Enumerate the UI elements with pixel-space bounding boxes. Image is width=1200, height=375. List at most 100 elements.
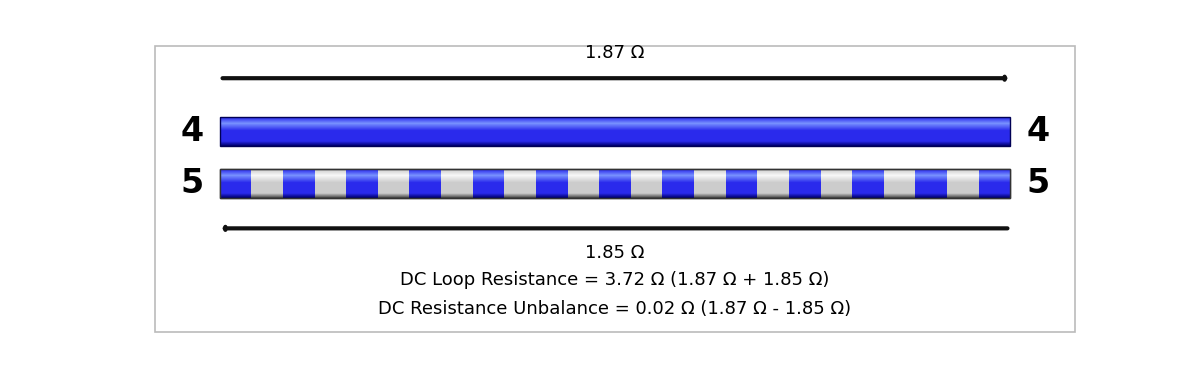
Bar: [852, 195, 883, 196]
Bar: [283, 194, 314, 195]
Bar: [473, 177, 504, 179]
Bar: [220, 176, 1010, 177]
Bar: [788, 181, 821, 183]
Bar: [409, 178, 442, 180]
Bar: [536, 181, 568, 183]
Bar: [347, 195, 378, 196]
Bar: [536, 176, 568, 177]
Bar: [220, 144, 1010, 145]
Bar: [220, 171, 1010, 173]
Bar: [979, 171, 1010, 172]
Bar: [979, 174, 1010, 176]
Bar: [662, 189, 694, 190]
Bar: [220, 192, 251, 193]
Bar: [536, 188, 568, 189]
Text: 5: 5: [180, 167, 204, 200]
Bar: [599, 181, 631, 183]
Bar: [726, 193, 757, 194]
Bar: [852, 180, 883, 182]
Bar: [852, 193, 883, 194]
Bar: [916, 178, 947, 180]
Bar: [726, 179, 757, 181]
Bar: [220, 170, 251, 171]
Bar: [536, 187, 568, 188]
Text: 4: 4: [1026, 115, 1050, 148]
Bar: [599, 196, 631, 198]
Bar: [662, 170, 694, 171]
Bar: [220, 192, 1010, 193]
Bar: [916, 194, 947, 195]
Bar: [599, 172, 631, 174]
Bar: [916, 186, 947, 188]
Bar: [852, 184, 883, 186]
Bar: [599, 191, 631, 192]
Bar: [220, 172, 251, 174]
Bar: [283, 195, 314, 197]
Bar: [473, 178, 504, 180]
Bar: [283, 181, 314, 183]
Bar: [662, 187, 694, 188]
Bar: [347, 176, 378, 177]
Bar: [599, 179, 631, 181]
Bar: [220, 184, 251, 186]
Bar: [599, 185, 631, 186]
Bar: [473, 186, 504, 188]
Bar: [662, 183, 694, 184]
Bar: [916, 189, 947, 190]
Bar: [726, 196, 757, 198]
Bar: [347, 187, 378, 188]
Bar: [662, 176, 694, 177]
Bar: [473, 171, 504, 173]
Bar: [220, 189, 251, 190]
Bar: [536, 193, 568, 194]
Bar: [473, 188, 504, 189]
Bar: [662, 190, 694, 191]
Bar: [726, 169, 757, 198]
Bar: [599, 195, 631, 197]
Bar: [283, 184, 314, 186]
Bar: [599, 170, 631, 171]
Bar: [979, 173, 1010, 175]
Bar: [473, 171, 504, 172]
Bar: [536, 174, 568, 176]
Bar: [220, 196, 251, 198]
Bar: [916, 174, 947, 176]
Bar: [220, 182, 251, 184]
Bar: [347, 193, 378, 194]
Bar: [852, 176, 883, 178]
Bar: [726, 177, 757, 179]
Bar: [283, 188, 314, 189]
Bar: [536, 169, 568, 170]
Bar: [852, 171, 883, 172]
Bar: [283, 195, 314, 196]
Bar: [409, 192, 442, 193]
Bar: [473, 195, 504, 196]
Bar: [599, 195, 631, 196]
Bar: [788, 180, 821, 182]
Bar: [220, 120, 1010, 121]
Bar: [788, 189, 821, 190]
Bar: [220, 176, 251, 178]
Bar: [979, 189, 1010, 190]
Bar: [979, 179, 1010, 181]
Bar: [852, 174, 883, 176]
Bar: [473, 169, 504, 170]
Bar: [662, 169, 694, 170]
Bar: [220, 183, 1010, 184]
Bar: [220, 171, 251, 172]
Bar: [536, 185, 568, 186]
Bar: [220, 174, 251, 176]
Bar: [220, 186, 251, 188]
Bar: [979, 187, 1010, 188]
Bar: [220, 195, 1010, 196]
Bar: [536, 178, 568, 180]
Bar: [916, 187, 947, 188]
Bar: [979, 195, 1010, 196]
Bar: [220, 180, 1010, 182]
Bar: [220, 169, 251, 198]
Bar: [536, 182, 568, 184]
Bar: [788, 169, 821, 170]
Bar: [409, 190, 442, 191]
Bar: [220, 134, 1010, 135]
Bar: [979, 183, 1010, 184]
